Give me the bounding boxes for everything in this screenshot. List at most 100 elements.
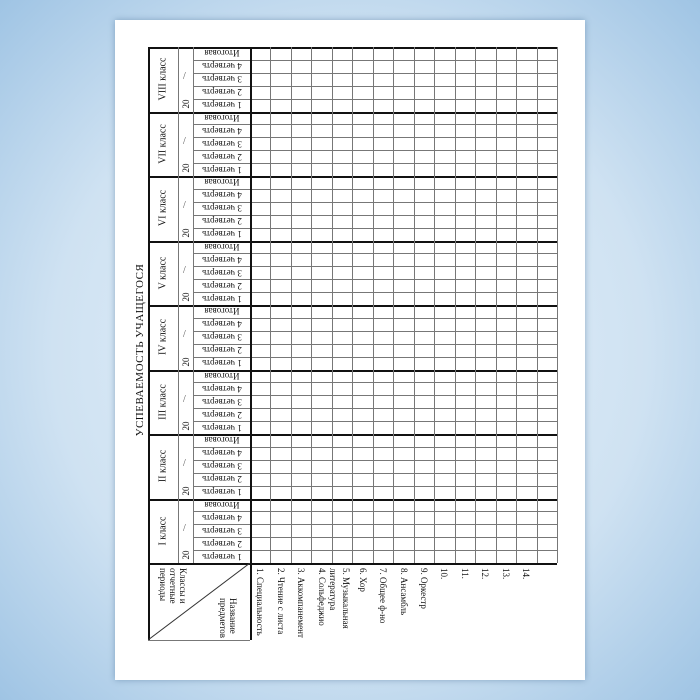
period-label: 4 четверть [202, 512, 242, 523]
period-label: Итоговая [204, 306, 240, 317]
grid-line [193, 85, 557, 87]
period-label: 4 четверть [202, 254, 242, 265]
grid-line [193, 485, 557, 487]
period-label: Итоговая [204, 112, 240, 123]
grid-line [193, 201, 557, 203]
year-prefix: 20 [181, 486, 191, 495]
period-label: 4 четверть [202, 383, 242, 394]
period-label: 1 четверть [202, 358, 242, 369]
year-separator: / [183, 393, 186, 405]
period-label: 1 четверть [202, 422, 242, 433]
period-label: Итоговая [204, 241, 240, 252]
grid-line [250, 47, 252, 640]
grid-line [393, 47, 395, 563]
year-separator: / [183, 458, 186, 470]
grid-line [193, 292, 557, 294]
class-label: III класс [157, 383, 169, 420]
subject-label: 13. [500, 568, 511, 580]
grid-line [148, 47, 150, 640]
subject-label: 6. Хор [357, 568, 368, 592]
grid-line [536, 47, 538, 563]
grid-line [193, 317, 557, 319]
grid-line [193, 356, 557, 358]
grid-line [193, 266, 557, 268]
subject-label: 3. Аккомпанемент [296, 568, 307, 638]
period-label: 1 четверть [202, 487, 242, 498]
year-separator: / [183, 200, 186, 212]
subject-label: 8. Ансамбль [398, 568, 409, 616]
grid-line [352, 47, 354, 563]
grid-line [331, 47, 333, 563]
period-label: 4 четверть [202, 61, 242, 72]
period-label: 3 четверть [202, 267, 242, 278]
grid-line [193, 343, 557, 345]
subject-label: 10. [439, 568, 450, 580]
period-label: 2 четверть [202, 151, 242, 162]
period-label: 4 четверть [202, 125, 242, 136]
period-label: Итоговая [204, 435, 240, 446]
period-label: 3 четверть [202, 332, 242, 343]
grid-line [193, 408, 557, 410]
grid-line [270, 47, 272, 563]
period-label: 2 четверть [202, 409, 242, 420]
subject-label: 14. [521, 568, 532, 580]
grid-line [193, 446, 557, 448]
header-diagonal [148, 563, 250, 640]
grid-line [193, 214, 557, 216]
page-title: УСПЕВАЕМОСТЬ УЧАЩЕГОСЯ [134, 263, 146, 437]
subject-label: 1. Специальность [255, 568, 266, 636]
year-prefix: 20 [181, 421, 191, 431]
subject-label: 5. Музыкальная литература [328, 568, 352, 629]
period-label: 3 четверть [202, 525, 242, 536]
period-label: 2 четверть [202, 538, 242, 549]
class-label: IV класс [157, 319, 169, 356]
year-prefix: 20 [181, 228, 191, 237]
class-label: II класс [157, 450, 169, 483]
subjects-header: Название предметов [218, 598, 238, 639]
period-label: 2 четверть [202, 87, 242, 98]
grid-line [193, 72, 557, 74]
period-label: 1 четверть [202, 100, 242, 111]
year-separator: / [183, 329, 186, 341]
period-label: 1 четверть [202, 551, 242, 562]
grid-line [193, 421, 557, 423]
year-separator: / [183, 135, 186, 147]
grid-line [495, 47, 497, 563]
grid-line [193, 188, 557, 190]
classes-header: Классы и отчетные периоды [158, 568, 188, 604]
period-label: Итоговая [204, 370, 240, 381]
year-prefix: 20 [181, 163, 191, 173]
period-label: 2 четверть [202, 345, 242, 356]
grid-line [193, 472, 557, 474]
period-label: 2 четверть [202, 280, 242, 291]
year-separator: / [183, 71, 186, 83]
period-label: 4 четверть [202, 319, 242, 330]
grid-line [454, 47, 456, 563]
class-label: VII класс [157, 123, 169, 164]
period-label: 1 четверть [202, 164, 242, 175]
class-label: I класс [157, 516, 169, 546]
period-label: 3 четверть [202, 203, 242, 214]
grid-line [193, 150, 557, 152]
period-label: 1 четверть [202, 229, 242, 240]
grid-line [193, 59, 557, 61]
period-label: 3 четверть [202, 74, 242, 85]
year-prefix: 20 [181, 357, 191, 366]
period-label: 2 четверть [202, 474, 242, 485]
grid-line [193, 227, 557, 229]
grid-line [193, 537, 557, 539]
grid-line [193, 137, 557, 139]
period-label: 1 четверть [202, 293, 242, 304]
grid-line [193, 279, 557, 281]
year-prefix: 20 [181, 292, 191, 302]
grid-line [193, 253, 557, 255]
grid-line [475, 47, 477, 563]
grid-line [193, 395, 557, 397]
period-label: 3 четверть [202, 138, 242, 149]
grid-line [311, 47, 313, 563]
grid-line [148, 563, 557, 565]
period-label: 3 четверть [202, 396, 242, 407]
class-label: V класс [157, 256, 169, 290]
period-label: Итоговая [204, 48, 240, 59]
grid-line [557, 47, 558, 563]
